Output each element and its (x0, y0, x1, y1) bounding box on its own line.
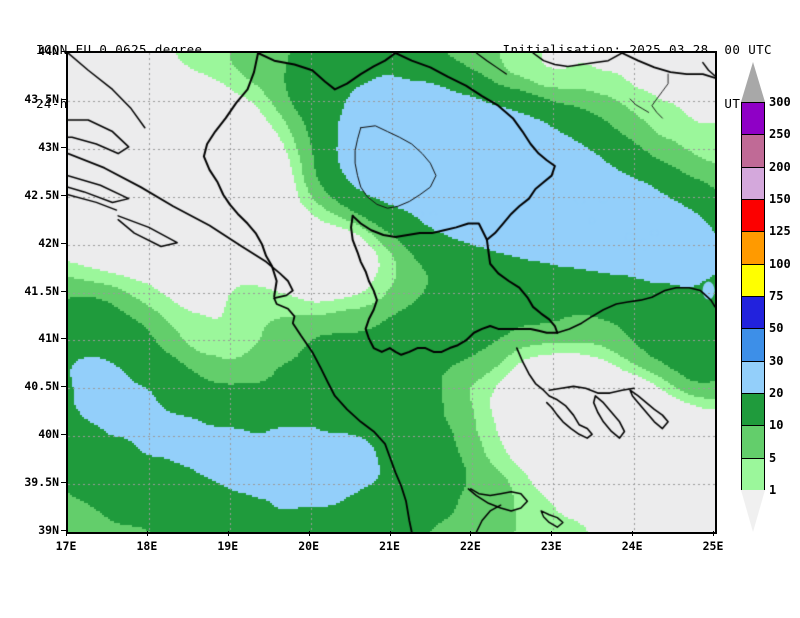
colorbar-segment (742, 264, 764, 297)
y-axis-tick-mark (61, 146, 66, 148)
x-axis-tick-mark (389, 531, 391, 536)
x-axis-tick-mark (713, 531, 714, 536)
x-axis-tick-label: 25E (702, 539, 724, 553)
y-axis-tick-mark (61, 338, 66, 340)
colorbar-segment (742, 426, 764, 459)
colorbar-tick-label: 50 (769, 321, 784, 336)
colorbar-tick-label: 30 (769, 353, 784, 368)
map-plot-area (66, 51, 717, 534)
x-axis-tick-label: 24E (621, 539, 643, 553)
y-axis-tick-mark (61, 482, 66, 484)
colorbar-over-arrow-icon (741, 62, 765, 102)
y-axis-tick-label: 43N (38, 139, 59, 154)
y-axis-tick-label: 44N (38, 44, 59, 58)
colorbar-segment (742, 103, 764, 136)
y-axis-tick-mark (61, 242, 66, 244)
colorbar-tick-label: 100 (769, 256, 791, 271)
y-axis-tick-mark (61, 290, 66, 292)
y-axis-tick-label: 39N (38, 523, 59, 537)
y-axis-tick-label: 40.5N (24, 379, 59, 394)
y-axis-tick-mark (61, 51, 66, 52)
y-axis-tick-label: 41.5N (24, 283, 59, 298)
colorbar-tick-label: 250 (769, 127, 791, 142)
x-axis-tick-mark (632, 531, 634, 536)
y-axis-tick-label: 42N (38, 235, 59, 250)
colorbar-tick-label: 150 (769, 192, 791, 206)
colorbar-tick-label: 300 (769, 95, 791, 109)
x-axis-tick-label: 23E (540, 539, 562, 553)
colorbar-tick-label: 20 (769, 386, 784, 400)
colorbar-segment (742, 361, 764, 394)
x-axis-tick-label: 21E (379, 539, 400, 553)
colorbar-tick-label: 1 (769, 483, 777, 497)
colorbar-segment (742, 458, 764, 491)
precipitation-field-canvas (68, 53, 715, 532)
y-axis-tick-label: 40N (38, 427, 59, 442)
x-axis-tick-label: 19E (217, 539, 239, 553)
y-axis-tick-mark (61, 434, 66, 436)
x-axis-tick-label: 18E (136, 539, 158, 553)
x-axis-tick-mark (470, 531, 472, 536)
x-axis-tick-mark (308, 531, 310, 536)
colorbar-tick-label: 75 (769, 289, 784, 303)
y-axis-tick-label: 39.5N (24, 475, 59, 490)
colorbar-segment (742, 199, 764, 233)
y-axis-tick-mark (61, 98, 66, 100)
x-axis-tick-label: 17E (55, 539, 77, 553)
x-axis-tick-label: 22E (459, 539, 481, 553)
colorbar-segment (742, 232, 764, 265)
x-axis-tick-mark (146, 531, 148, 536)
colorbar-segment (742, 296, 764, 330)
y-axis-tick-label: 42.5N (24, 187, 59, 202)
y-axis-tick-mark (61, 194, 66, 196)
colorbar-segment (742, 329, 764, 362)
colorbar-tick-label: 125 (769, 224, 791, 239)
colorbar-tick-label: 200 (769, 159, 791, 174)
colorbar-segment (742, 135, 764, 168)
y-axis-tick-mark (61, 530, 66, 531)
colorbar-tick-label: 5 (769, 450, 777, 465)
colorbar-tick-label: 10 (769, 418, 784, 433)
x-axis-tick-mark (227, 531, 229, 536)
colorbar-under-taper-icon (741, 490, 765, 532)
precipitation-colorbar (741, 62, 765, 532)
x-axis-tick-mark (66, 531, 67, 536)
x-axis-tick-label: 20E (298, 539, 320, 553)
y-axis-tick-mark (61, 386, 66, 388)
x-axis-tick-mark (551, 531, 553, 536)
colorbar-segment (742, 393, 764, 427)
y-axis-tick-label: 43.5N (24, 91, 59, 106)
y-axis-tick-label: 41N (38, 331, 59, 346)
colorbar-segment (742, 167, 764, 200)
colorbar-segments (741, 102, 765, 491)
